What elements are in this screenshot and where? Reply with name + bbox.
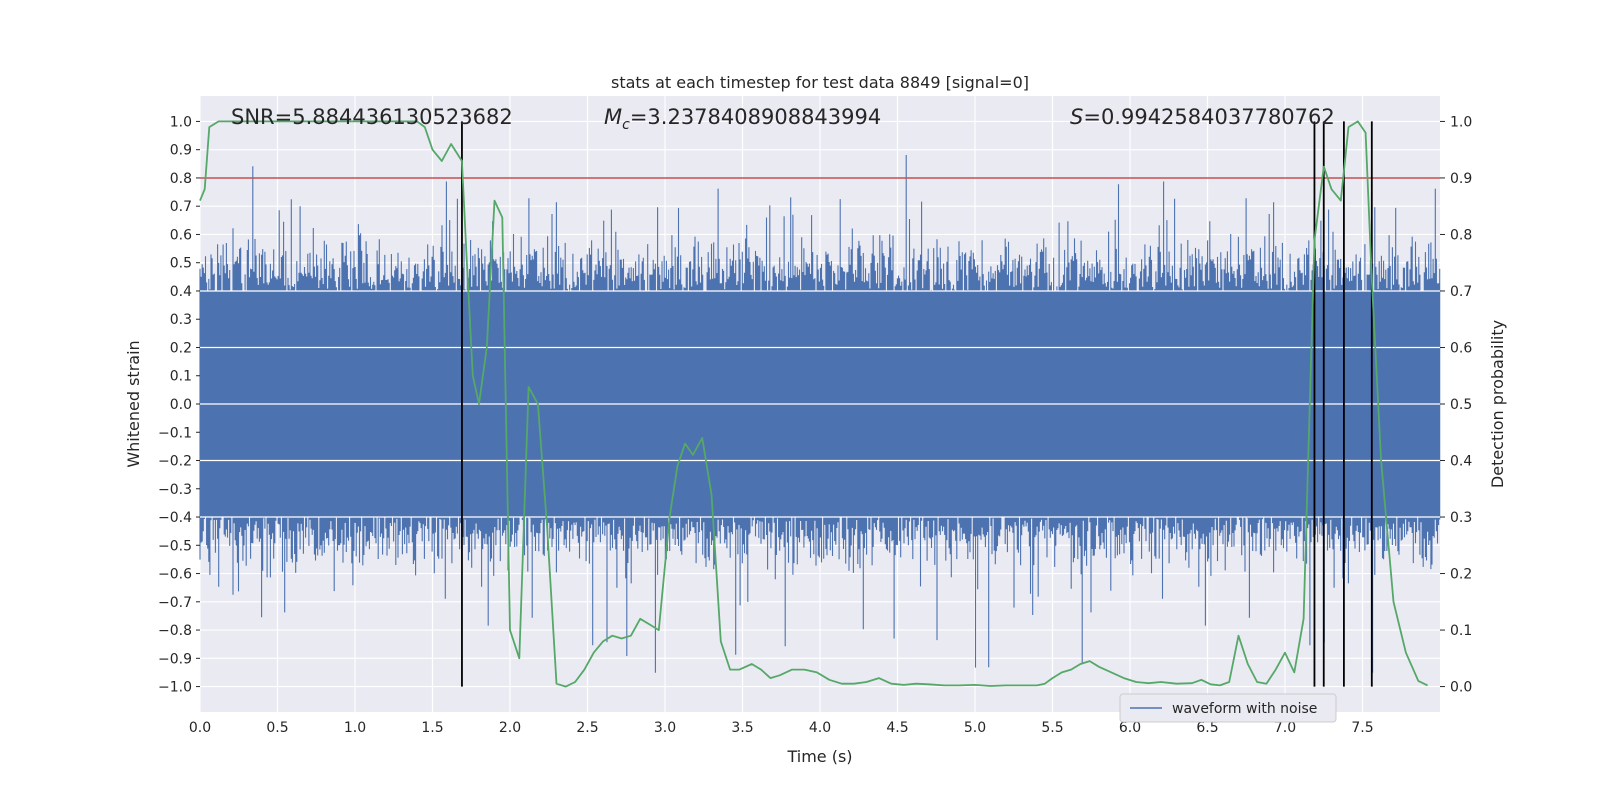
y-right-tick-label: 0.6 <box>1450 340 1472 356</box>
y-axis-right-label: Detection probability <box>1488 320 1507 488</box>
y-left-tick-label: 0.0 <box>170 397 192 413</box>
detection-probability-series <box>199 120 1428 688</box>
y-left-tick-label: −0.6 <box>158 567 192 583</box>
x-tick-label: 7.5 <box>1351 720 1373 736</box>
y-left-tick-label: −0.4 <box>158 510 192 526</box>
mc-annotation: Mc=3.2378408908843994 <box>604 105 881 133</box>
x-tick-label: 0.0 <box>189 720 211 736</box>
y-right-tick-label: 0.5 <box>1450 397 1472 413</box>
y-left-tick-label: −0.5 <box>158 538 192 554</box>
mc-subscript: c <box>622 117 630 133</box>
waveform-with-noise-series <box>199 155 1441 673</box>
y-left-tick-label: 1.0 <box>170 114 192 130</box>
y-right-tick-label: 0.2 <box>1450 567 1472 583</box>
s-symbol: S <box>1070 105 1083 129</box>
vertical-lines <box>461 121 1373 687</box>
chart-title: stats at each timestep for test data 884… <box>611 73 1029 92</box>
y-left-tick-label: −0.9 <box>158 651 192 667</box>
s-value: =0.9942584037780762 <box>1083 105 1334 129</box>
mc-value: =3.2378408908843994 <box>630 105 881 129</box>
x-tick-label: 7.0 <box>1274 720 1296 736</box>
x-tick-label: 4.0 <box>809 720 831 736</box>
x-tick-label: 1.5 <box>421 720 443 736</box>
y-left-tick-label: 0.1 <box>170 369 192 385</box>
x-tick-label: 3.5 <box>731 720 753 736</box>
snr-annotation: SNR=5.884436130523682 <box>231 105 513 129</box>
y-left-tick-label: −0.7 <box>158 595 192 611</box>
x-tick-label: 1.0 <box>344 720 366 736</box>
x-tick-label: 0.5 <box>266 720 288 736</box>
legend: waveform with noise <box>1119 693 1337 723</box>
y-left-tick-label: 0.8 <box>170 171 192 187</box>
y-right-tick-label: 0.8 <box>1450 227 1472 243</box>
y-left-tick-label: 0.3 <box>170 312 192 328</box>
legend-label-waveform: waveform with noise <box>1172 701 1317 717</box>
detection-probability-line <box>199 120 1428 688</box>
legend-box <box>1119 693 1337 723</box>
s-annotation: S=0.9942584037780762 <box>1070 105 1335 129</box>
y-left-tick-label: 0.4 <box>170 284 192 300</box>
y-right-tick-label: 0.9 <box>1450 171 1472 187</box>
y-axis-left-label: Whitened strain <box>124 340 143 467</box>
y-left-tick-label: −0.1 <box>158 425 192 441</box>
x-tick-label: 4.5 <box>886 720 908 736</box>
y-left-tick-label: 0.9 <box>170 143 192 159</box>
x-tick-label: 2.0 <box>499 720 521 736</box>
y-left-tick-label: −0.8 <box>158 623 192 639</box>
y-left-tick-label: 0.6 <box>170 227 192 243</box>
y-left-tick-label: −0.2 <box>158 454 192 470</box>
y-right-tick-label: 0.0 <box>1450 680 1472 696</box>
y-right-tick-label: 1.0 <box>1450 114 1472 130</box>
x-tick-label: 2.5 <box>576 720 598 736</box>
x-tick-label: 6.5 <box>1196 720 1218 736</box>
y-right-tick-label: 0.7 <box>1450 284 1472 300</box>
axis-ticks: 0.0 0.5 1.0 1.5 2.0 2.5 3.0 3.5 4.0 4.5 5.0 5.5 6.0 6… <box>158 114 1472 736</box>
y-left-tick-label: −0.3 <box>158 482 192 498</box>
y-right-tick-label: 0.4 <box>1450 454 1472 470</box>
y-left-tick-label: 0.7 <box>170 199 192 215</box>
x-tick-label: 3.0 <box>654 720 676 736</box>
x-tick-label: 5.5 <box>1041 720 1063 736</box>
y-right-tick-label: 0.1 <box>1450 623 1472 639</box>
y-left-tick-label: 0.5 <box>170 256 192 272</box>
x-axis-label: Time (s) <box>786 747 852 766</box>
x-tick-label: 5.0 <box>964 720 986 736</box>
mc-symbol: M <box>604 105 622 129</box>
y-left-tick-label: 0.2 <box>170 340 192 356</box>
y-left-tick-label: −1.0 <box>158 680 192 696</box>
y-right-tick-label: 0.3 <box>1450 510 1472 526</box>
x-tick-label: 6.0 <box>1119 720 1141 736</box>
